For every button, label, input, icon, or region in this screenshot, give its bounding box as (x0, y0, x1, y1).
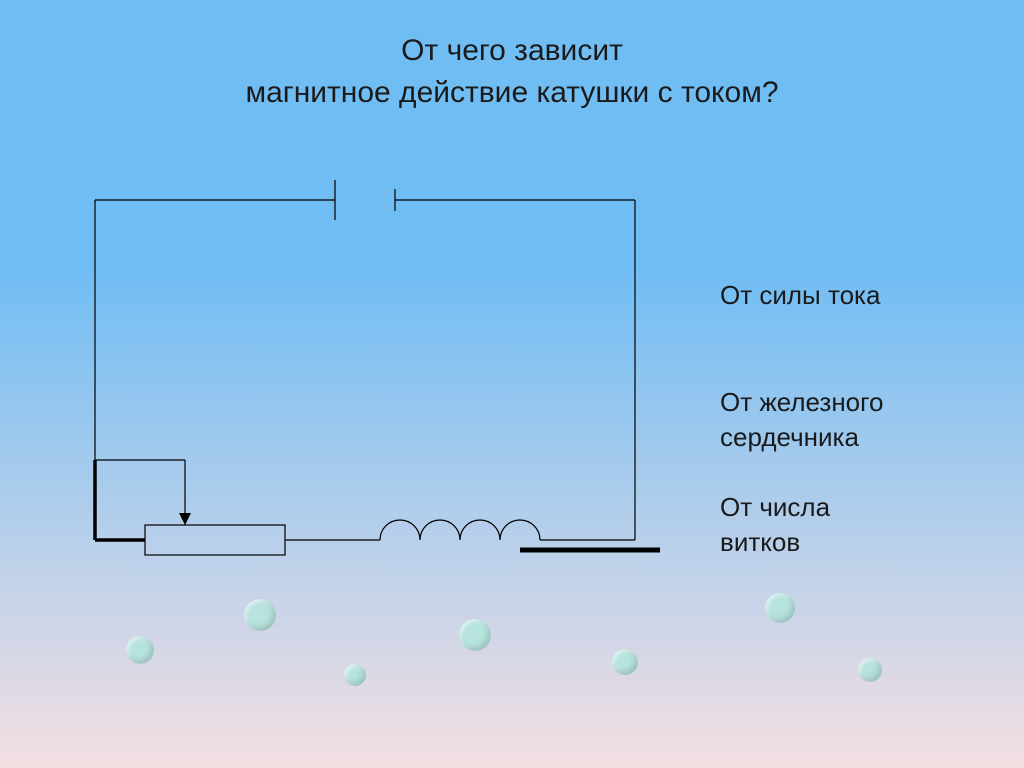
decorative-bubble (858, 658, 882, 682)
decorative-bubble (126, 636, 154, 664)
decorative-bubble (765, 593, 795, 623)
decorative-bubble (244, 599, 276, 631)
decorative-bubble (344, 664, 366, 686)
slide-root: От чего зависит магнитное действие катуш… (0, 0, 1024, 768)
decorative-bubble (612, 649, 638, 675)
decorative-bubble (459, 619, 491, 651)
